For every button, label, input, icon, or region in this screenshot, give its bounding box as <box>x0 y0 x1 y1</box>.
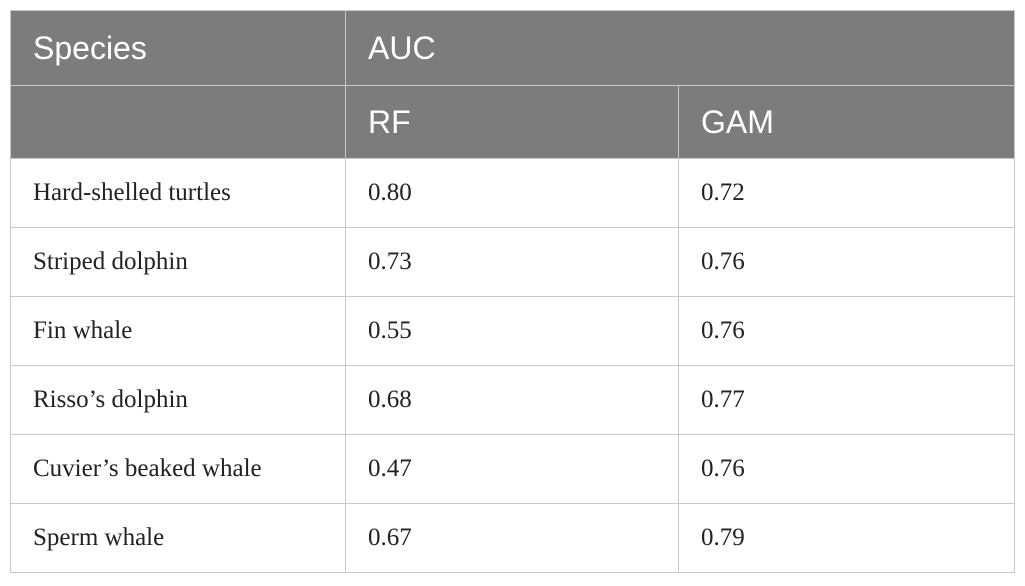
table-row: Striped dolphin 0.73 0.76 <box>10 227 1015 297</box>
species-cell: Risso’s dolphin <box>10 365 346 435</box>
table-row: Cuvier’s beaked whale 0.47 0.76 <box>10 434 1015 504</box>
rf-cell: 0.55 <box>345 296 679 366</box>
table-row: Fin whale 0.55 0.76 <box>10 296 1015 366</box>
rf-cell: 0.67 <box>345 503 679 573</box>
rf-cell: 0.47 <box>345 434 679 504</box>
gam-header: GAM <box>678 85 1015 159</box>
rf-cell: 0.73 <box>345 227 679 297</box>
table-row: Risso’s dolphin 0.68 0.77 <box>10 365 1015 435</box>
rf-cell: 0.80 <box>345 158 679 228</box>
gam-cell: 0.76 <box>678 227 1015 297</box>
species-cell: Fin whale <box>10 296 346 366</box>
gam-cell: 0.79 <box>678 503 1015 573</box>
auc-table-container: Species AUC RF GAM Hard-shelled turtles … <box>10 10 1015 573</box>
header-row-top: Species AUC <box>10 10 1015 86</box>
auc-table: Species AUC RF GAM Hard-shelled turtles … <box>10 10 1015 573</box>
species-cell: Hard-shelled turtles <box>10 158 346 228</box>
rf-header: RF <box>345 85 679 159</box>
table-row: Sperm whale 0.67 0.79 <box>10 503 1015 573</box>
table-body: Hard-shelled turtles 0.80 0.72 Striped d… <box>10 158 1015 573</box>
gam-cell: 0.76 <box>678 434 1015 504</box>
gam-cell: 0.77 <box>678 365 1015 435</box>
species-cell: Sperm whale <box>10 503 346 573</box>
species-header: Species <box>10 10 346 86</box>
gam-cell: 0.72 <box>678 158 1015 228</box>
species-cell: Striped dolphin <box>10 227 346 297</box>
gam-cell: 0.76 <box>678 296 1015 366</box>
auc-header: AUC <box>345 10 1015 86</box>
rf-cell: 0.68 <box>345 365 679 435</box>
table-row: Hard-shelled turtles 0.80 0.72 <box>10 158 1015 228</box>
header-row-sub: RF GAM <box>10 85 1015 159</box>
table-header: Species AUC RF GAM <box>10 10 1015 159</box>
species-subheader-empty <box>10 85 346 159</box>
species-cell: Cuvier’s beaked whale <box>10 434 346 504</box>
